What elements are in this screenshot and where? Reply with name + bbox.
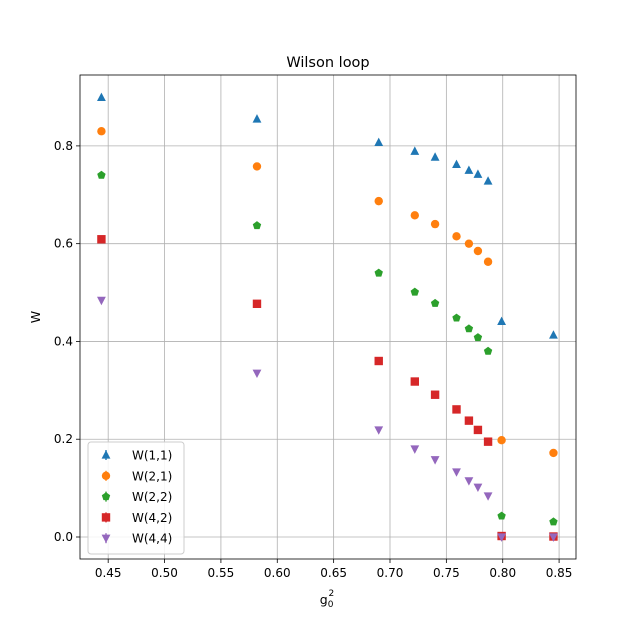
data-point bbox=[452, 313, 461, 322]
x-tick-label: 0.70 bbox=[377, 566, 404, 580]
data-point bbox=[483, 437, 493, 446]
data-point bbox=[473, 246, 483, 256]
legend-label: W(4,4) bbox=[132, 532, 172, 546]
axes: 0.45 0.50 0.55 0.60 0.65 0.70 0.75 0.80 0.85 0.0 0… bbox=[54, 74, 577, 580]
data-point bbox=[410, 146, 420, 155]
x-axis-label: g02 bbox=[320, 589, 334, 610]
data-point bbox=[452, 232, 461, 241]
x-axis-label-subscript: 0 bbox=[328, 600, 334, 610]
x-tick-label: 0.80 bbox=[489, 566, 516, 580]
data-point bbox=[374, 426, 384, 435]
data-point bbox=[497, 511, 506, 520]
series-w22 bbox=[97, 170, 558, 526]
data-point bbox=[549, 448, 558, 458]
x-tick-label: 0.60 bbox=[264, 566, 291, 580]
series-w44 bbox=[97, 296, 558, 542]
legend-label: W(2,1) bbox=[132, 469, 172, 483]
data-point bbox=[410, 445, 420, 454]
data-point bbox=[497, 436, 506, 445]
x-tick-label: 0.85 bbox=[546, 566, 573, 580]
legend-item: W(4,2) bbox=[101, 511, 172, 525]
data-point bbox=[97, 170, 106, 179]
data-point bbox=[252, 299, 262, 308]
data-point bbox=[410, 287, 419, 296]
legend-box bbox=[87, 441, 185, 555]
data-point bbox=[464, 416, 474, 425]
data-point bbox=[374, 356, 383, 366]
legend-label: W(4,2) bbox=[132, 511, 172, 525]
data-point bbox=[97, 127, 106, 136]
y-tick-label: 0.6 bbox=[54, 237, 73, 251]
data-point bbox=[452, 159, 461, 169]
data-point bbox=[430, 456, 440, 465]
x-tick-label: 0.45 bbox=[95, 566, 122, 580]
x-tick-label: 0.50 bbox=[151, 566, 178, 580]
data-point bbox=[374, 268, 383, 277]
data-point bbox=[252, 114, 262, 123]
x-tick-label: 0.55 bbox=[208, 566, 235, 580]
y-tick-label: 0.4 bbox=[54, 334, 73, 348]
x-tick-label: 0.75 bbox=[433, 566, 460, 580]
legend-marker bbox=[101, 450, 111, 459]
series-w21 bbox=[97, 127, 558, 458]
data-point bbox=[473, 169, 483, 178]
legend: W(1,1) W(2,1) W(2,2) W(4,2) W(4,4) bbox=[87, 441, 185, 555]
legend-marker bbox=[101, 534, 111, 544]
data-point bbox=[549, 533, 558, 542]
data-point bbox=[430, 390, 440, 399]
data-point bbox=[97, 296, 106, 306]
x-axis-label-base: g bbox=[320, 592, 328, 607]
legend-item: W(1,1) bbox=[101, 449, 172, 463]
data-point bbox=[473, 425, 483, 435]
data-point bbox=[483, 257, 493, 266]
data-point bbox=[549, 330, 558, 339]
data-point bbox=[252, 221, 262, 230]
data-point bbox=[483, 176, 493, 185]
legend-label: W(1,1) bbox=[132, 449, 172, 463]
y-tick-label: 0.0 bbox=[54, 530, 73, 544]
data-point bbox=[497, 533, 507, 542]
data-point bbox=[483, 492, 493, 501]
data-point bbox=[430, 219, 440, 229]
data-point bbox=[410, 211, 419, 220]
grid bbox=[80, 75, 576, 559]
x-axis-label-superscript: 2 bbox=[328, 589, 334, 599]
data-point bbox=[464, 477, 474, 486]
data-point bbox=[452, 405, 461, 414]
legend-label: W(2,2) bbox=[132, 490, 172, 504]
data-point bbox=[252, 369, 262, 379]
data-point bbox=[464, 324, 474, 333]
data-point bbox=[430, 152, 440, 161]
data-point bbox=[97, 235, 106, 244]
legend-item: W(2,1) bbox=[101, 469, 172, 483]
y-tick-label: 0.8 bbox=[54, 139, 73, 153]
y-tick-label: 0.2 bbox=[54, 432, 73, 446]
data-point bbox=[252, 162, 262, 171]
chart-title: Wilson loop bbox=[286, 55, 369, 71]
data-point bbox=[430, 298, 440, 307]
legend-marker bbox=[101, 471, 111, 480]
data-point bbox=[97, 92, 106, 102]
series-w11 bbox=[97, 92, 558, 339]
data-point bbox=[497, 316, 507, 325]
data-point bbox=[483, 346, 493, 355]
data-point bbox=[410, 377, 419, 386]
data-point bbox=[464, 165, 474, 174]
legend-marker bbox=[101, 492, 111, 501]
data-point bbox=[452, 468, 461, 477]
y-axis-label: W bbox=[28, 311, 43, 323]
legend-item: W(2,2) bbox=[101, 490, 172, 504]
x-tick-label: 0.65 bbox=[320, 566, 347, 580]
data-points bbox=[97, 92, 558, 542]
data-point bbox=[473, 483, 483, 492]
data-point bbox=[473, 333, 483, 342]
data-point bbox=[549, 517, 558, 526]
data-point bbox=[374, 196, 383, 206]
legend-marker bbox=[101, 513, 111, 522]
legend-item: W(4,4) bbox=[101, 532, 172, 546]
plot-frame bbox=[79, 74, 577, 560]
data-point bbox=[464, 239, 474, 248]
data-point bbox=[374, 137, 384, 147]
